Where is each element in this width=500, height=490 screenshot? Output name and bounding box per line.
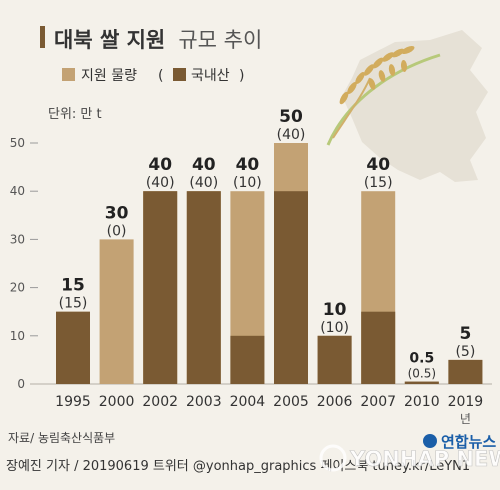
legend-paren-open: (	[158, 68, 163, 84]
bar-domestic-2010	[404, 381, 439, 384]
domestic-label-2007: (15)	[364, 175, 393, 191]
domestic-label-2003: (40)	[189, 175, 218, 191]
legend-label-domestic: 국내산	[191, 68, 230, 84]
x-tick-label-2005: 2005	[273, 394, 309, 410]
x-tick-label-2004: 2004	[230, 394, 266, 410]
value-label-2007: 40	[366, 155, 390, 175]
y-tick-label-50: 50	[10, 136, 25, 150]
legend-paren-close: )	[239, 68, 244, 84]
value-label-2003: 40	[192, 155, 216, 175]
y-tick-label-20: 20	[10, 281, 25, 295]
title-accent-bar	[40, 26, 45, 48]
domestic-label-1995: (15)	[59, 296, 88, 312]
x-tick-label-2006: 2006	[317, 394, 353, 410]
korea-map-silhouette-icon	[342, 30, 488, 182]
title-sub: 규모 추이	[178, 28, 262, 52]
domestic-label-2019: (5)	[455, 344, 475, 360]
y-tick-label-10: 10	[10, 329, 25, 343]
yonhap-logo-icon	[423, 434, 437, 448]
rice-stalk-icon	[326, 45, 441, 146]
domestic-label-2002: (40)	[146, 175, 175, 191]
bar-domestic-2005	[274, 191, 308, 384]
source-note: 자료/ 농림축산식품부	[8, 431, 115, 445]
y-tick-label-30: 30	[10, 232, 25, 246]
value-label-2002: 40	[148, 155, 172, 175]
domestic-label-2006: (10)	[320, 320, 349, 336]
bar-total-2000	[99, 239, 134, 384]
x-tick-label-2000: 2000	[99, 394, 135, 410]
yonhap-logo: 연합뉴스	[423, 433, 496, 451]
bar-domestic-2007	[361, 311, 396, 384]
y-tick-label-40: 40	[10, 184, 25, 198]
bar-domestic-1995	[56, 311, 90, 384]
legend-label-total: 지원 물량	[81, 68, 137, 84]
bar-domestic-2002	[143, 191, 178, 384]
watermark-logo-icon	[319, 444, 347, 472]
x-axis: 1995 2000 2002 2003 2004 2005 2006 2007 2010 2019…	[55, 394, 483, 426]
credit-line: 장예진 기자 / 20190619 트위터 @yonhap_graphics 페…	[6, 459, 470, 474]
data-labels: (15)15(0)30(40)40(40)40(10)40(40)50(10)1…	[59, 107, 476, 381]
x-tick-year-suffix: 년	[460, 412, 471, 426]
y-tick-label-0: 0	[17, 377, 25, 391]
bar-domestic-2004	[230, 335, 265, 384]
bar-domestic-2006	[317, 335, 352, 384]
value-label-1995: 15	[61, 276, 85, 296]
domestic-label-2000: (0)	[107, 223, 127, 239]
x-tick-label-2010: 2010	[404, 394, 440, 410]
value-label-2004: 40	[236, 155, 260, 175]
legend-swatch-total	[62, 68, 75, 81]
watermark-text: YONHAP NEWS	[349, 447, 500, 471]
watermark: YONHAP NEWS	[319, 444, 500, 472]
value-label-2000: 30	[105, 203, 129, 223]
x-tick-label-2019: 2019	[448, 394, 484, 410]
x-tick-label-2007: 2007	[360, 394, 396, 410]
domestic-label-2004: (10)	[233, 175, 262, 191]
value-label-2005: 50	[279, 107, 303, 127]
bar-domestic-2019	[448, 359, 483, 384]
value-label-2019: 5	[459, 324, 471, 344]
chart-title: 대북 쌀 지원 규모 추이	[54, 28, 262, 52]
unit-label: 단위: 만 t	[48, 107, 102, 122]
domestic-label-2010: (0.5)	[408, 367, 436, 381]
x-tick-label-2003: 2003	[186, 394, 222, 410]
value-label-2010: 0.5	[409, 351, 434, 367]
x-tick-label-1995: 1995	[55, 394, 91, 410]
bar-domestic-2003	[186, 191, 221, 384]
bars	[56, 143, 483, 384]
x-tick-label-2002: 2002	[142, 394, 178, 410]
legend: 지원 물량 ( 국내산 )	[62, 68, 244, 84]
logo-text: 연합뉴스	[441, 433, 496, 451]
domestic-label-2005: (40)	[277, 127, 306, 143]
title-main: 대북 쌀 지원	[54, 28, 165, 52]
value-label-2006: 10	[323, 300, 347, 320]
legend-swatch-domestic	[173, 68, 186, 81]
